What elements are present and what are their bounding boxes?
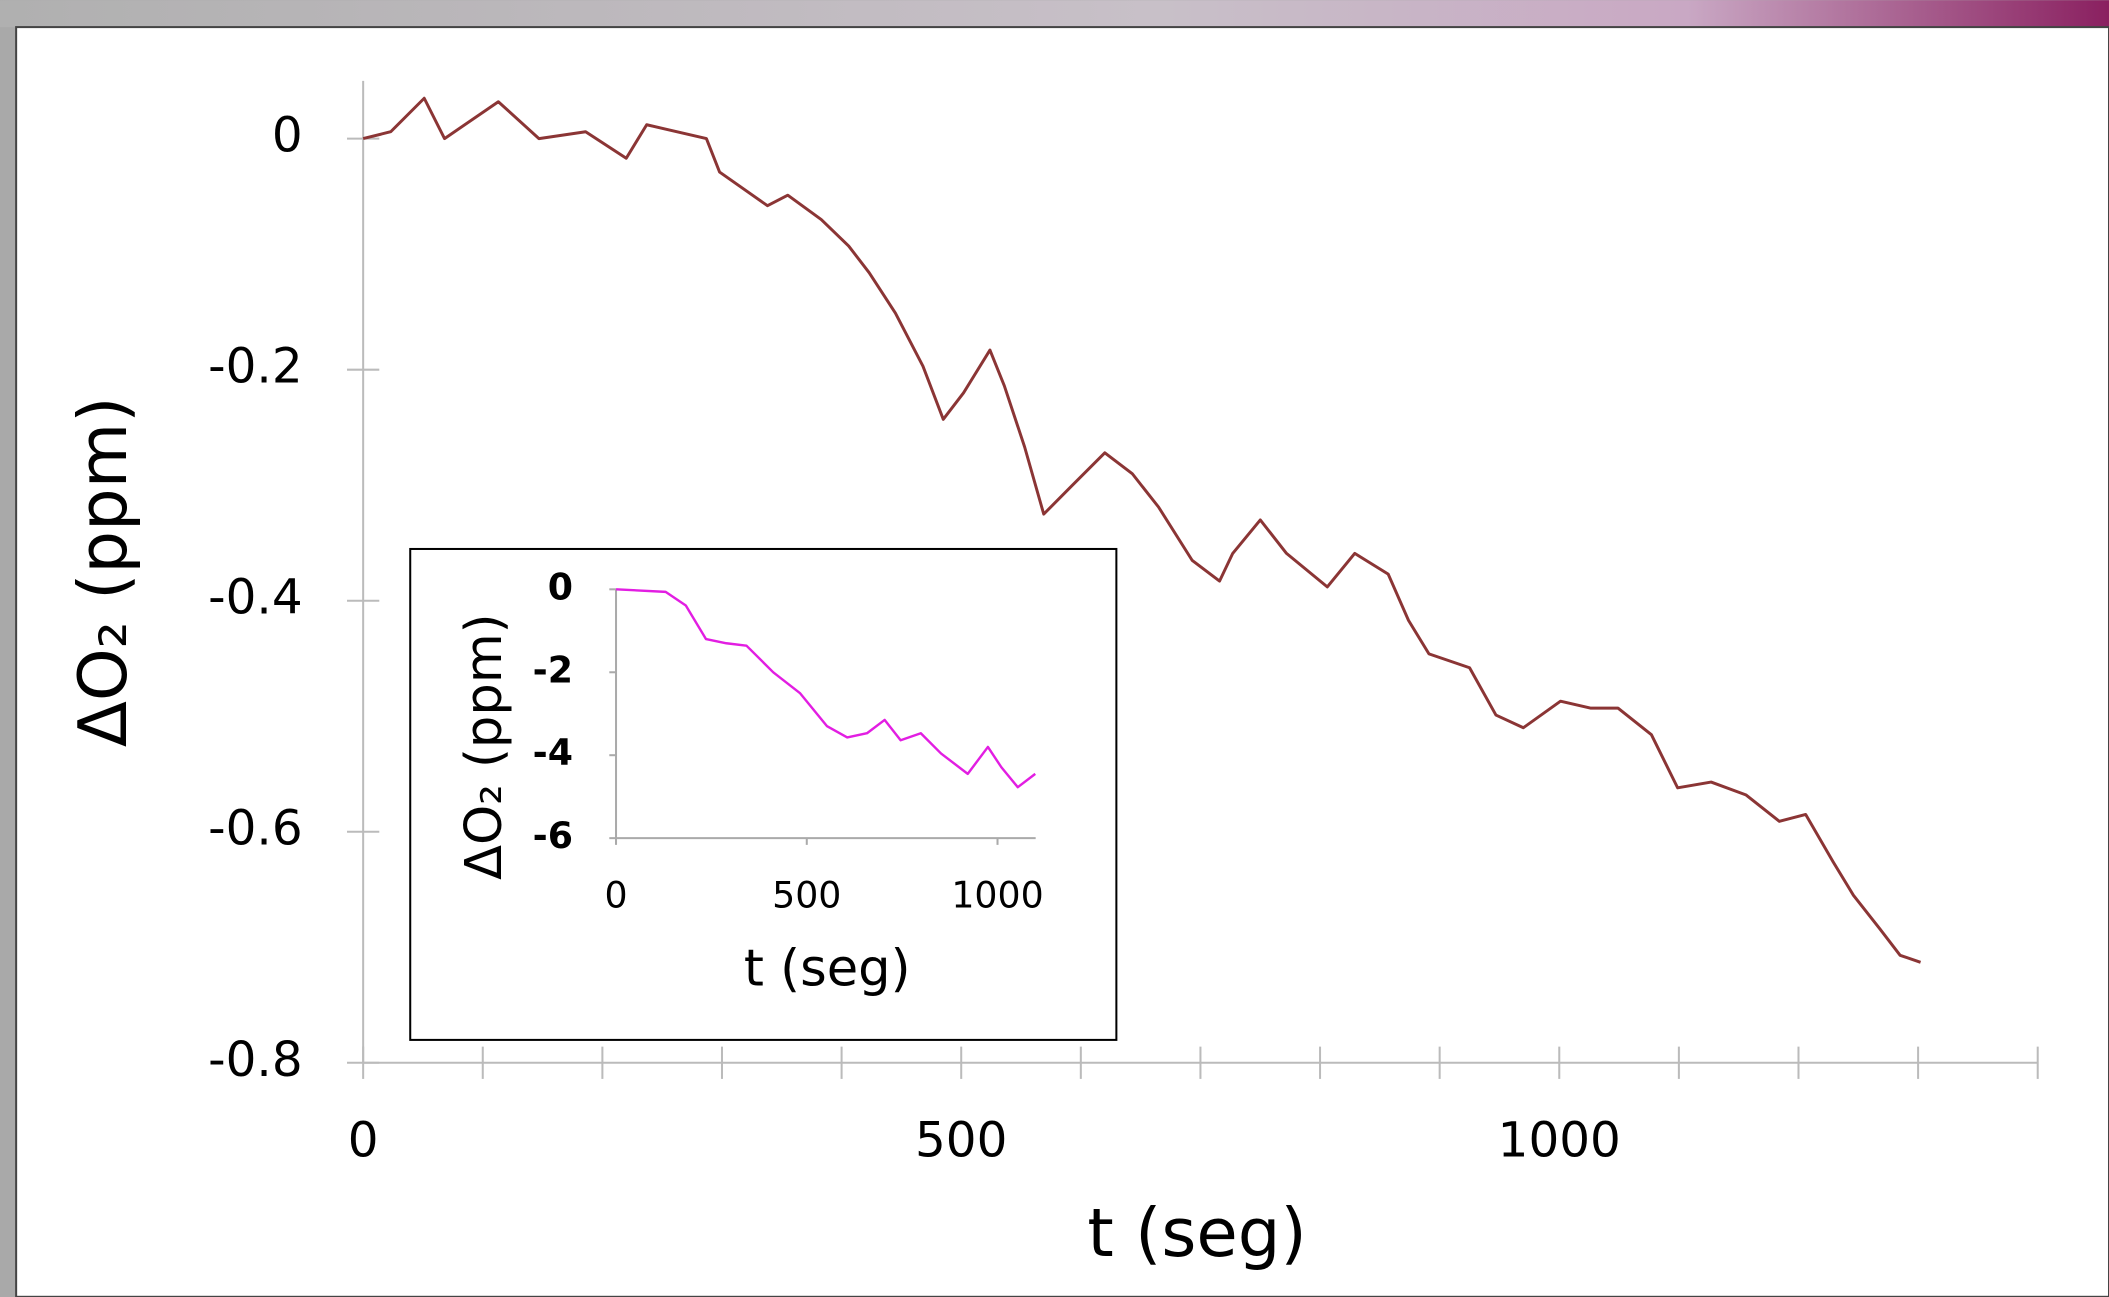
- data-line: [615, 588, 1036, 789]
- y-tick-label: -0.2: [208, 339, 302, 395]
- x-tick-label: 1000: [951, 873, 1043, 916]
- top-strip: [0, 0, 2109, 28]
- main-plot: 0 -0.2 -0.4 -0.6 -0.8 0 500 1000 t (seg) ΔO₂ (ppm…: [64, 80, 2039, 1272]
- x-tick-label: 500: [915, 1112, 1007, 1168]
- y-tick-label: -4: [533, 731, 573, 774]
- x-tick-label: 500: [772, 873, 841, 916]
- x-tick-label: 0: [604, 873, 627, 916]
- y-tick-label: 0: [548, 565, 573, 608]
- y-tick-label: -2: [533, 648, 573, 691]
- y-axis-label: ΔO₂ (ppm): [455, 613, 514, 879]
- y-tick-label: 0: [272, 108, 303, 164]
- y-tick-label: -6: [533, 814, 573, 857]
- data-line: [362, 96, 1922, 964]
- y-tick-label: -0.8: [208, 1032, 302, 1088]
- x-tick-label: 0: [348, 1112, 379, 1168]
- x-axis-label: t (seg): [744, 939, 911, 998]
- x-axis-label: t (seg): [1087, 1194, 1306, 1272]
- y-tick-label: -0.6: [208, 801, 302, 857]
- inset-plot: 0 -2 -4 -6 0 500 1000 t (seg) ΔO₂ (ppm): [455, 565, 1044, 998]
- inset-frame: [409, 547, 1118, 1041]
- y-axis-label: ΔO₂ (ppm): [64, 397, 142, 748]
- y-tick-label: -0.4: [208, 570, 302, 626]
- x-tick-label: 1000: [1498, 1112, 1621, 1168]
